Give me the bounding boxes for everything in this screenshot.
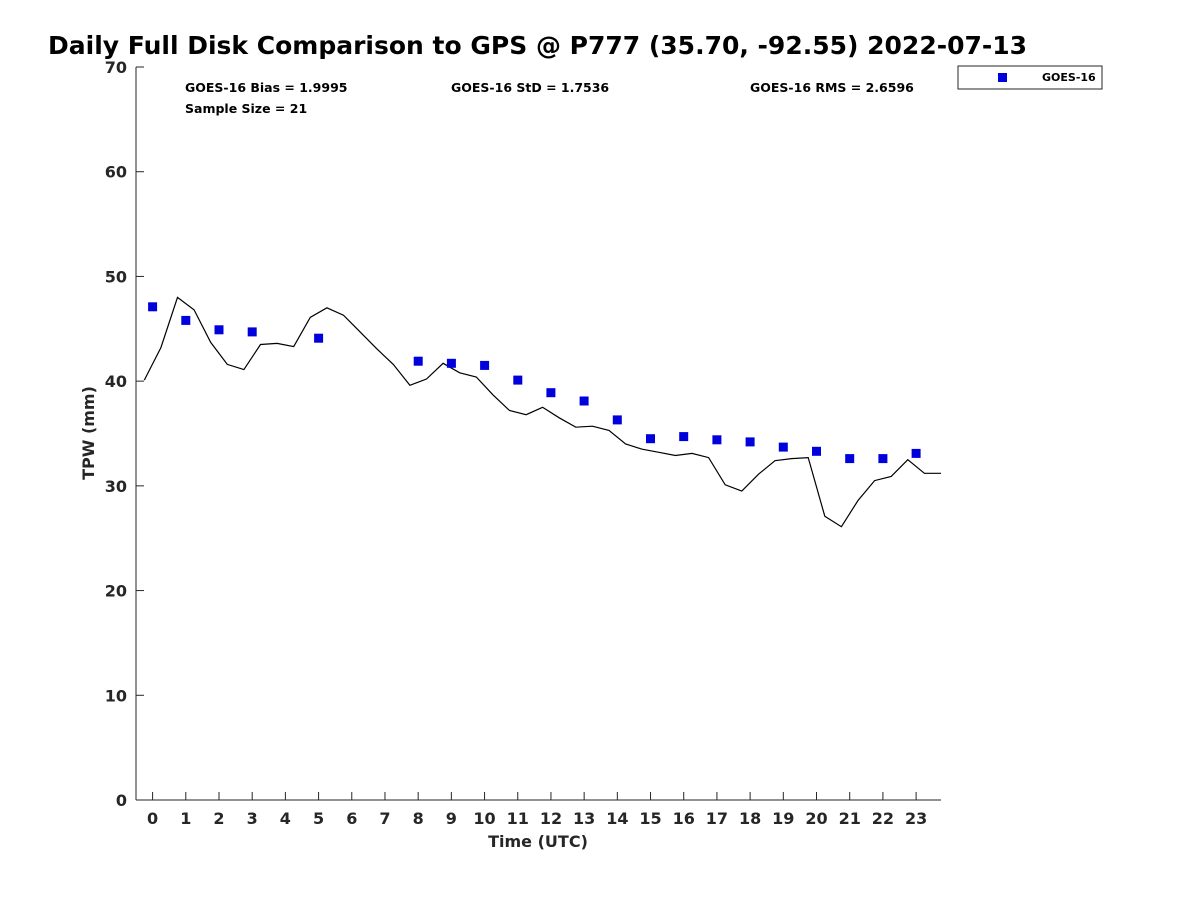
x-tick-label: 1 [180,809,191,828]
goes16-point [214,325,224,335]
x-tick-label: 18 [739,809,761,828]
y-tick-label: 30 [105,477,127,496]
goes16-scatter-series [148,302,921,464]
y-tick-label: 40 [105,372,127,391]
goes16-point [845,454,855,464]
legend: GOES-16 [957,65,1103,90]
goes16-point [148,302,158,312]
y-tick-label: 10 [105,686,127,705]
goes16-point [778,442,788,452]
x-tick-label: 3 [247,809,258,828]
x-ticks: 0 1 2 3 4 5 6 7 8 9 10 11 12 13 14 15 16 17 18 19 20 21 22 23 [147,792,927,828]
y-axis-label: TPW (mm) [79,386,98,480]
goes16-point [911,448,921,458]
x-axis-label: Time (UTC) [488,832,588,851]
x-tick-label: 0 [147,809,158,828]
x-tick-label: 14 [606,809,628,828]
goes16-point [546,388,556,398]
goes16-point [679,432,689,442]
goes16-point [646,434,655,444]
x-tick-label: 6 [346,809,357,828]
goes16-point [247,327,257,337]
x-tick-label: 5 [313,809,324,828]
x-tick-label: 8 [413,809,424,828]
stat-sample-size: Sample Size = 21 [185,101,307,116]
stat-std: GOES-16 StD = 1.7536 [451,80,609,95]
legend-box [957,65,1103,90]
y-tick-label: 60 [105,163,127,182]
goes16-point [446,358,456,368]
x-tick-label: 13 [573,809,595,828]
y-tick-label: 0 [116,791,127,810]
goes16-point [812,446,821,456]
goes16-point [314,333,324,343]
goes16-point [745,437,755,447]
stat-rms: GOES-16 RMS = 2.6596 [750,80,914,95]
x-tick-label: 7 [379,809,390,828]
x-tick-label: 4 [280,809,291,828]
goes16-point [612,415,622,425]
x-tick-label: 19 [772,809,794,828]
gps-line [143,296,941,528]
chart-title: Daily Full Disk Comparison to GPS @ P777… [48,31,1027,60]
goes16-point [712,435,722,445]
gps-line-series [143,296,941,528]
x-tick-label: 21 [839,809,861,828]
y-tick-label: 70 [105,58,127,77]
goes16-point [181,315,191,325]
x-tick-label: 10 [473,809,495,828]
x-tick-label: 2 [213,809,224,828]
x-tick-label: 22 [872,809,894,828]
y-tick-label: 20 [105,582,127,601]
x-tick-label: 15 [639,809,661,828]
y-ticks: 0 10 20 30 40 50 60 70 [105,58,144,810]
goes16-point [513,375,523,385]
legend-marker-square-icon [998,73,1007,82]
x-tick-label: 16 [673,809,695,828]
goes16-point [413,356,423,366]
x-tick-label: 17 [706,809,728,828]
x-tick-label: 11 [507,809,529,828]
legend-label-goes16: GOES-16 [1042,71,1096,84]
x-tick-label: 9 [446,809,457,828]
goes16-point [480,360,490,370]
stat-bias: GOES-16 Bias = 1.9995 [185,80,347,95]
x-tick-label: 20 [805,809,827,828]
goes16-point [579,396,589,406]
x-tick-label: 12 [540,809,562,828]
y-tick-label: 50 [105,267,127,286]
x-tick-label: 23 [905,809,927,828]
goes16-point [878,454,888,464]
axes [135,67,941,801]
